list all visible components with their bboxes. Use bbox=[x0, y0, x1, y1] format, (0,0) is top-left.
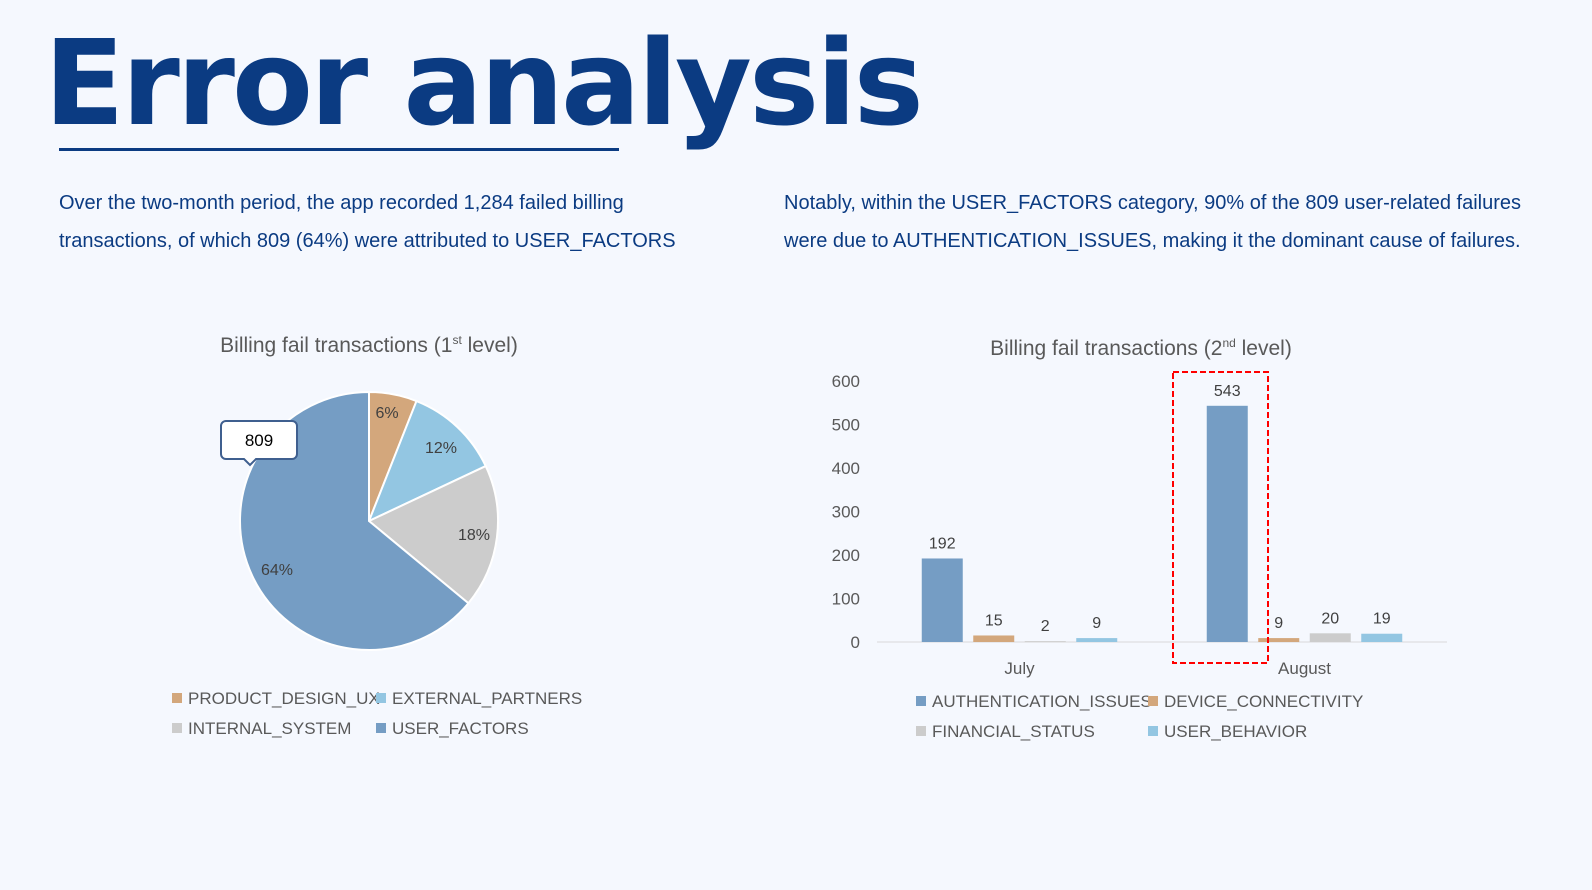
bar-august-user-behavior bbox=[1361, 633, 1403, 642]
legend-label-financial-status: FINANCIAL_STATUS bbox=[932, 722, 1095, 741]
bar-chart-title: Billing fail transactions (2nd level) bbox=[990, 336, 1292, 360]
pie-label-internal-system: 18% bbox=[458, 527, 490, 544]
bar-july-user-behavior bbox=[1076, 638, 1118, 642]
legend-swatch-external-partners bbox=[376, 693, 386, 703]
y-tick-600: 600 bbox=[832, 372, 860, 391]
highlight-box bbox=[1172, 371, 1269, 664]
x-tick-july: July bbox=[1004, 659, 1035, 678]
bar-label-july-user-behavior: 9 bbox=[1092, 615, 1101, 632]
bar-label-august-user-behavior: 19 bbox=[1373, 611, 1391, 628]
bar-label-july-device-connectivity: 15 bbox=[985, 612, 1003, 629]
bar-august-authentication-issues bbox=[1206, 405, 1248, 642]
y-tick-100: 100 bbox=[832, 590, 860, 609]
pie-slice-internal-system bbox=[367, 464, 499, 605]
legend-swatch-financial-status bbox=[916, 726, 926, 736]
bar-label-august-authentication-issues: 543 bbox=[1214, 383, 1241, 400]
legend-swatch-authentication-issues bbox=[916, 696, 926, 706]
pie-chart: 6% 12% 18% 64% 809 bbox=[220, 390, 499, 651]
pie-label-user-factors: 64% bbox=[261, 562, 293, 579]
bar-label-july-authentication-issues: 192 bbox=[929, 535, 956, 552]
summary-paragraph-right: Notably, within the USER_FACTORS categor… bbox=[784, 192, 1522, 252]
legend-label-internal-system: INTERNAL_SYSTEM bbox=[188, 719, 351, 738]
y-tick-200: 200 bbox=[832, 546, 860, 565]
summary-paragraph-left: Over the two-month period, the app recor… bbox=[59, 192, 676, 252]
legend-swatch-user-factors bbox=[376, 723, 386, 733]
bar-legend: AUTHENTICATION_ISSUES DEVICE_CONNECTIVITY… bbox=[916, 692, 1363, 741]
y-tick-0: 0 bbox=[851, 633, 860, 652]
bar-august-financial-status bbox=[1309, 633, 1351, 642]
legend-label-device-connectivity: DEVICE_CONNECTIVITY bbox=[1164, 692, 1363, 711]
y-tick-400: 400 bbox=[832, 459, 860, 478]
bar-chart: 0 100 200 300 400 500 600 July 192 15 2 9 August 543 9… bbox=[832, 371, 1447, 678]
pie-label-external-partners: 12% bbox=[425, 440, 457, 457]
callout-bubble bbox=[220, 420, 298, 467]
bar-july-device-connectivity bbox=[973, 635, 1015, 642]
legend-label-external-partners: EXTERNAL_PARTNERS bbox=[392, 689, 582, 708]
bar-august-device-connectivity bbox=[1258, 638, 1300, 642]
y-tick-300: 300 bbox=[832, 503, 860, 522]
bar-label-july-financial-status: 2 bbox=[1041, 618, 1050, 635]
bar-july-authentication-issues bbox=[921, 558, 963, 642]
pie-slice-external-partners bbox=[367, 399, 488, 523]
legend-swatch-product-design-ux bbox=[172, 693, 182, 703]
legend-label-authentication-issues: AUTHENTICATION_ISSUES bbox=[932, 692, 1152, 711]
y-tick-500: 500 bbox=[832, 416, 860, 435]
bar-label-august-device-connectivity: 9 bbox=[1274, 615, 1283, 632]
callout-value: 809 bbox=[245, 431, 273, 450]
title-underline bbox=[59, 148, 619, 151]
page-title: Error analysis bbox=[44, 14, 924, 152]
bar-july-financial-status bbox=[1024, 641, 1066, 643]
legend-label-user-factors: USER_FACTORS bbox=[392, 719, 529, 738]
legend-label-product-design-ux: PRODUCT_DESIGN_UX bbox=[188, 689, 380, 708]
pie-label-product-design-ux: 6% bbox=[375, 405, 398, 422]
legend-swatch-device-connectivity bbox=[1148, 696, 1158, 706]
legend-swatch-user-behavior bbox=[1148, 726, 1158, 736]
pie-legend: PRODUCT_DESIGN_UX EXTERNAL_PARTNERS INTERN… bbox=[172, 689, 582, 738]
pie-chart-title: Billing fail transactions (1st level) bbox=[220, 333, 518, 357]
legend-swatch-internal-system bbox=[172, 723, 182, 733]
bar-label-august-financial-status: 20 bbox=[1321, 610, 1339, 627]
x-tick-august: August bbox=[1278, 659, 1331, 678]
legend-label-user-behavior: USER_BEHAVIOR bbox=[1164, 722, 1307, 741]
